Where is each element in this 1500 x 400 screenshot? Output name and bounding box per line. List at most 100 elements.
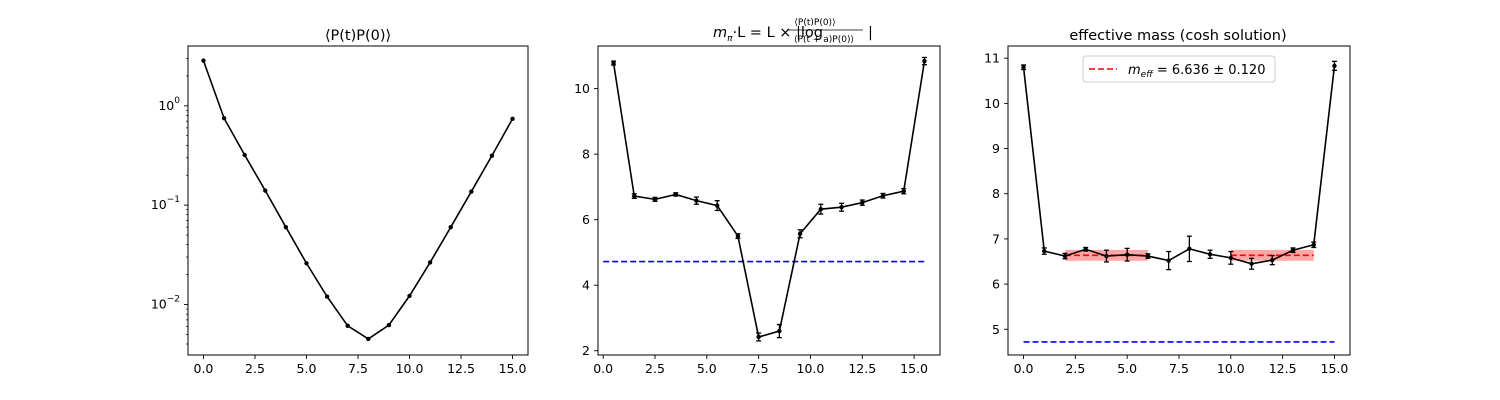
- data-point: [263, 188, 268, 193]
- plot-frame: [1007, 45, 1351, 356]
- data-point: [1104, 253, 1109, 259]
- title-fraction-numerator: ⟨P(t)P(0)⟩: [794, 18, 835, 28]
- data-point: [1311, 242, 1316, 247]
- data-point: [714, 203, 720, 208]
- panel-effective-mass: effective mass (cosh solution) 0.0 2.5 5.0…: [984, 28, 1351, 376]
- y-tick-label: 8: [582, 147, 590, 162]
- data-point: [1166, 258, 1171, 263]
- data-point: [1207, 252, 1213, 257]
- y-tick-label: 10: [574, 81, 590, 96]
- y-tick-label: 5: [992, 322, 1000, 337]
- x-tick-label: 12.5: [447, 361, 475, 376]
- y-tick-label: 4: [582, 278, 590, 293]
- data-point: [777, 328, 782, 334]
- data-point: [201, 58, 206, 63]
- data-point: [407, 293, 412, 299]
- data-point: [469, 189, 474, 194]
- data-point: [304, 261, 309, 266]
- data-point: [694, 198, 699, 203]
- data-point: [735, 233, 741, 239]
- data-point: [1249, 261, 1254, 266]
- marks-correlator: 0.0 2.5 5.0 7.5 10.0 12.5 15.0 10−2 10−1 100: [151, 58, 527, 376]
- panel-correlator: ⟨P(t)P(0)⟩ 0.0 2.5 5.0 7.5 10.0 12.5 15.0 10−2 1…: [151, 28, 529, 376]
- x-tick-label: 0.0: [194, 361, 214, 376]
- y-tick-label: 7: [992, 231, 1000, 246]
- x-tick-label: 15.0: [499, 361, 527, 376]
- data-point: [386, 322, 392, 328]
- data-point: [922, 58, 927, 64]
- chart-title: effective mass (cosh solution): [1069, 28, 1286, 44]
- x-tick-label: 12.5: [1269, 361, 1297, 376]
- x-tick-label: 10.0: [797, 361, 825, 376]
- series-line: [202, 60, 514, 340]
- data-point: [632, 193, 637, 199]
- chart-title: mπ·L = L × |log: [713, 25, 823, 44]
- data-point: [1124, 252, 1130, 257]
- data-point: [673, 192, 678, 197]
- legend-label: meff = 6.636 ± 0.120: [1128, 63, 1265, 80]
- x-tick-label: 2.5: [645, 361, 665, 376]
- legend: meff = 6.636 ± 0.120: [1082, 55, 1276, 83]
- x-tick-label: 15.0: [1321, 361, 1349, 376]
- data-point: [1270, 257, 1275, 263]
- data-point: [221, 116, 227, 121]
- y-tick-label: 11: [984, 51, 1000, 66]
- data-point: [448, 224, 453, 230]
- x-tick-label: 5.0: [1117, 361, 1137, 376]
- data-point: [1228, 255, 1234, 261]
- data-point: [901, 188, 906, 194]
- series-line: [1022, 65, 1336, 265]
- marks-mass-log-ratio: 0.0 2.5 5.0 7.5 10.0 12.5 15.0 2 4 6 8 10: [574, 56, 928, 376]
- y-tick-label: 100: [158, 96, 180, 113]
- data-point: [1042, 248, 1047, 254]
- data-point: [427, 260, 433, 265]
- data-point: [489, 153, 495, 158]
- title-fraction-denominator: ⟨P(t + a)P(0)⟩: [794, 35, 854, 45]
- title-m: m: [713, 25, 727, 41]
- x-tick-label: 7.5: [1169, 361, 1189, 376]
- data-point: [324, 294, 330, 299]
- data-point: [1021, 65, 1026, 70]
- x-tick-label: 15.0: [900, 361, 928, 376]
- x-tick-label: 0.0: [1014, 361, 1034, 376]
- data-point: [611, 60, 616, 66]
- y-tick-label: 10−2: [151, 294, 180, 311]
- marks-effective-mass: 0.0 2.5 5.0 7.5 10.0 12.5 15.0 5 6 7 8 9 10 11: [984, 51, 1348, 376]
- data-point: [242, 152, 247, 158]
- data-point: [839, 205, 844, 210]
- data-point: [652, 197, 658, 202]
- x-tick-label: 5.0: [297, 361, 317, 376]
- x-tick-label: 7.5: [348, 361, 368, 376]
- y-tick-label: 6: [582, 212, 590, 227]
- plot-frame: [187, 45, 529, 356]
- data-point: [510, 116, 515, 121]
- data-point: [1062, 253, 1068, 259]
- data-point: [1290, 247, 1296, 253]
- title-correlator: ⟨P(t)P(0)⟩: [325, 28, 391, 44]
- data-point: [345, 323, 350, 328]
- data-point: [797, 231, 803, 236]
- data-point: [1187, 246, 1192, 252]
- x-tick-label: 12.5: [848, 361, 876, 376]
- data-point: [1145, 253, 1151, 259]
- chart-title: ⟨P(t)P(0)⟩: [325, 28, 391, 44]
- data-point: [1083, 247, 1088, 252]
- y-tick-label: 10: [984, 96, 1000, 111]
- data-point: [860, 200, 865, 205]
- x-tick-label: 2.5: [245, 361, 265, 376]
- data-point: [366, 336, 371, 342]
- data-point: [756, 334, 761, 340]
- y-tick-label: 10−1: [151, 195, 180, 212]
- y-tick-label: 2: [582, 343, 590, 358]
- x-tick-label: 2.5: [1065, 361, 1085, 376]
- legend-box: [1082, 55, 1276, 83]
- data-point: [880, 193, 886, 198]
- panel-mass-log-ratio: mπ·L = L × |log ⟨P(t)P(0)⟩ ⟨P(t + a)P(0)…: [574, 18, 941, 376]
- x-tick-label: 5.0: [697, 361, 717, 376]
- x-tick-label: 10.0: [1217, 361, 1245, 376]
- plot-frame: [597, 45, 941, 356]
- y-tick-label: 6: [992, 277, 1000, 292]
- y-tick-label: 8: [992, 186, 1000, 201]
- data-point: [818, 206, 824, 212]
